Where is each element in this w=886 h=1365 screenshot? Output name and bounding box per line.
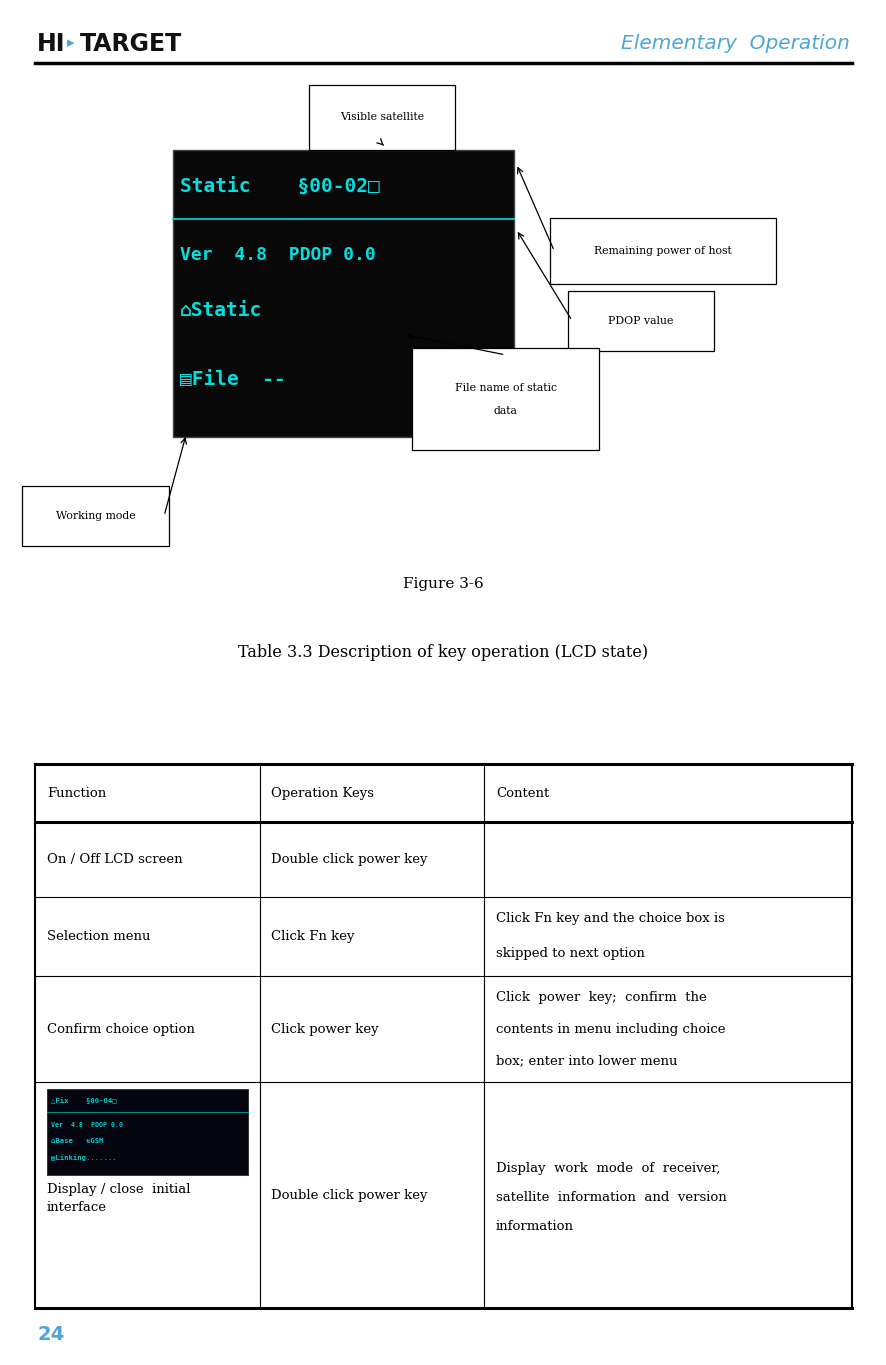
Text: ⌂Static: ⌂Static bbox=[180, 302, 262, 321]
Text: Function: Function bbox=[47, 786, 106, 800]
Text: Ver  4.8  PDOP 0.0: Ver 4.8 PDOP 0.0 bbox=[51, 1122, 122, 1127]
Text: box; enter into lower menu: box; enter into lower menu bbox=[495, 1055, 677, 1067]
Text: Selection menu: Selection menu bbox=[47, 930, 151, 943]
Text: HI: HI bbox=[37, 31, 66, 56]
Text: Remaining power of host: Remaining power of host bbox=[594, 246, 731, 257]
Text: Operation Keys: Operation Keys bbox=[271, 786, 374, 800]
FancyBboxPatch shape bbox=[173, 150, 514, 437]
FancyBboxPatch shape bbox=[22, 486, 168, 546]
Text: Visible satellite: Visible satellite bbox=[339, 112, 424, 123]
Text: information: information bbox=[495, 1220, 573, 1233]
Text: Click Fn key and the choice box is: Click Fn key and the choice box is bbox=[495, 912, 724, 925]
Text: Working mode: Working mode bbox=[56, 511, 135, 521]
Text: TARGET: TARGET bbox=[80, 31, 182, 56]
Text: Static    §00-02□: Static §00-02□ bbox=[180, 176, 379, 195]
Text: Display / close  initial: Display / close initial bbox=[47, 1183, 190, 1196]
Text: satellite  information  and  version: satellite information and version bbox=[495, 1190, 726, 1204]
Text: ⌂Base   ⇅GSM: ⌂Base ⇅GSM bbox=[51, 1137, 103, 1144]
Text: Table 3.3 Description of key operation (LCD state): Table 3.3 Description of key operation (… bbox=[238, 644, 648, 661]
Text: Confirm choice option: Confirm choice option bbox=[47, 1022, 195, 1036]
Text: contents in menu including choice: contents in menu including choice bbox=[495, 1022, 725, 1036]
FancyBboxPatch shape bbox=[412, 348, 598, 450]
Text: interface: interface bbox=[47, 1201, 107, 1213]
Text: ▸: ▸ bbox=[67, 35, 75, 51]
Text: skipped to next option: skipped to next option bbox=[495, 947, 644, 961]
Text: Click power key: Click power key bbox=[271, 1022, 378, 1036]
FancyBboxPatch shape bbox=[567, 291, 713, 351]
Text: ▤File  --: ▤File -- bbox=[180, 370, 285, 389]
Text: ▤Linking.......: ▤Linking....... bbox=[51, 1155, 116, 1162]
Text: Elementary  Operation: Elementary Operation bbox=[620, 34, 849, 53]
Text: PDOP value: PDOP value bbox=[608, 315, 672, 326]
Text: Click Fn key: Click Fn key bbox=[271, 930, 354, 943]
Text: File name of static

data: File name of static data bbox=[455, 382, 556, 416]
FancyBboxPatch shape bbox=[549, 218, 775, 284]
Text: Display  work  mode  of  receiver,: Display work mode of receiver, bbox=[495, 1162, 719, 1174]
Text: Figure 3-6: Figure 3-6 bbox=[402, 577, 484, 591]
Text: Double click power key: Double click power key bbox=[271, 1189, 427, 1201]
Text: Click  power  key;  confirm  the: Click power key; confirm the bbox=[495, 991, 706, 1003]
Text: 24: 24 bbox=[37, 1325, 65, 1345]
Text: Content: Content bbox=[495, 786, 548, 800]
FancyBboxPatch shape bbox=[47, 1089, 248, 1175]
FancyBboxPatch shape bbox=[308, 85, 455, 150]
Text: Double click power key: Double click power key bbox=[271, 853, 427, 865]
Text: △Fix    §00-04□: △Fix §00-04□ bbox=[51, 1097, 116, 1104]
Text: Ver  4.8  PDOP 0.0: Ver 4.8 PDOP 0.0 bbox=[180, 246, 376, 263]
Text: On / Off LCD screen: On / Off LCD screen bbox=[47, 853, 183, 865]
